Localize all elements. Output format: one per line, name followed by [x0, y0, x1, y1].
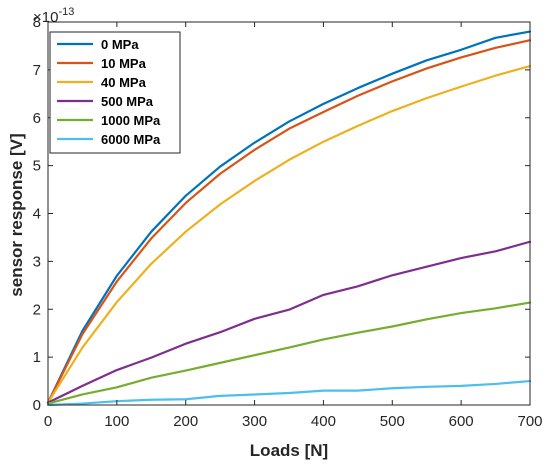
x-tick-label-3: 300 [242, 413, 267, 430]
series-group [46, 30, 532, 407]
legend-label-1: 10 MPa [101, 56, 147, 71]
series-line-4 [46, 301, 532, 405]
y-tick-label-4: 4 [33, 206, 41, 223]
series-line-3 [46, 240, 532, 404]
ticks-group: 0 100 200 300 400 500 600 700 0 1 2 3 4 5 6 7 8 [33, 14, 543, 430]
y-axis-exponent: ×10-13 [33, 6, 74, 26]
y-axis-label: sensor response [V] [7, 133, 26, 296]
y-axis-exponent-power: -13 [58, 6, 74, 18]
series-line-2 [46, 64, 532, 404]
legend-label-5: 6000 MPa [101, 132, 161, 147]
y-tick-label-1: 1 [33, 349, 41, 366]
legend-label-2: 40 MPa [101, 75, 147, 90]
legend-label-0: 0 MPa [101, 37, 139, 52]
legend: 0 MPa 10 MPa 40 MPa 500 MPa 1000 MPa 6000 MPa [49, 31, 181, 154]
y-tick-label-5: 5 [33, 158, 41, 175]
y-axis-exponent-base: ×10 [33, 9, 58, 26]
y-tick-label-0: 0 [33, 397, 41, 414]
legend-box [49, 31, 181, 154]
y-tick-label-3: 3 [33, 253, 41, 270]
x-tick-label-4: 400 [311, 413, 336, 430]
x-tick-label-7: 700 [517, 413, 542, 430]
y-tick-label-2: 2 [33, 301, 41, 318]
y-tick-label-6: 6 [33, 110, 41, 127]
y-tick-label-8: 8 [33, 14, 41, 31]
x-tick-label-6: 600 [449, 413, 474, 430]
y-tick-label-7: 7 [33, 62, 41, 79]
x-tick-label-1: 100 [104, 413, 129, 430]
series-line-5 [46, 379, 532, 407]
legend-label-3: 500 MPa [101, 94, 154, 109]
x-tick-label-0: 0 [44, 413, 52, 430]
series-line-0 [46, 30, 532, 404]
legend-label-4: 1000 MPa [101, 113, 161, 128]
series-line-1 [46, 39, 532, 404]
x-axis-label: Loads [N] [250, 441, 328, 460]
x-tick-label-5: 500 [380, 413, 405, 430]
x-tick-label-2: 200 [173, 413, 198, 430]
